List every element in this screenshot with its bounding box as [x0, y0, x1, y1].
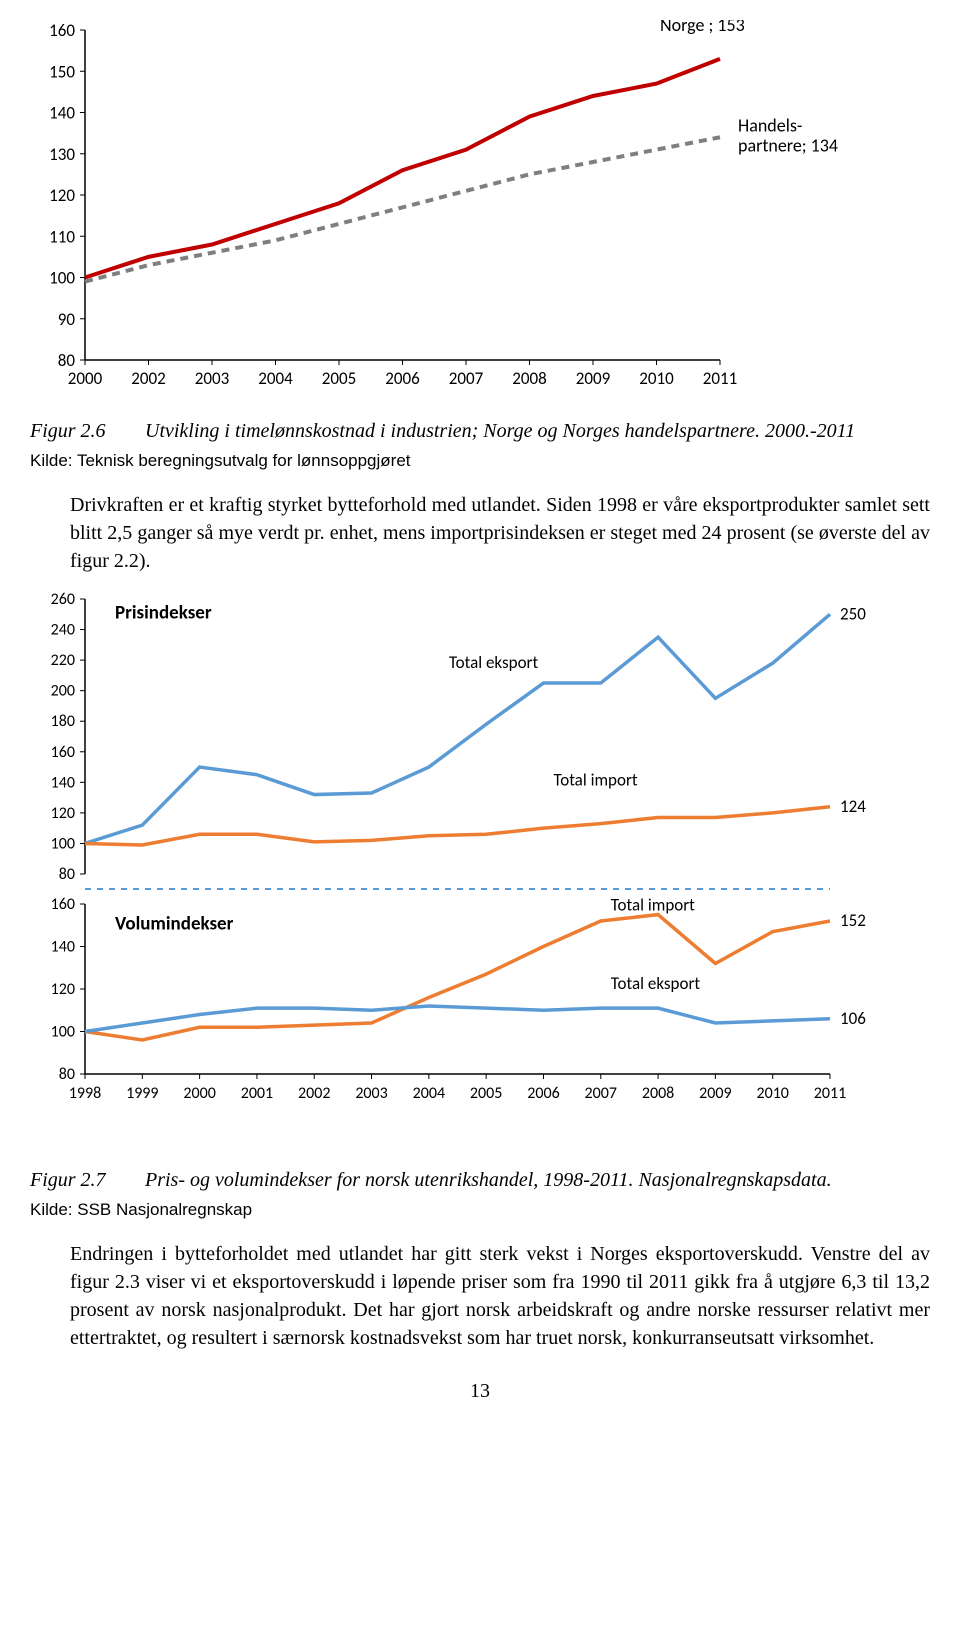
svg-text:100: 100 [49, 268, 75, 289]
svg-text:80: 80 [59, 1065, 75, 1084]
svg-text:2001: 2001 [241, 1084, 273, 1103]
svg-text:2002: 2002 [298, 1084, 330, 1103]
svg-text:2009: 2009 [699, 1084, 731, 1103]
svg-text:220: 220 [51, 651, 75, 670]
svg-text:Prisindekser: Prisindekser [115, 601, 212, 624]
paragraph-endringen: Endringen i bytteforholdet med utlandet … [70, 1240, 930, 1352]
svg-text:110: 110 [49, 226, 75, 247]
svg-text:2003: 2003 [355, 1084, 387, 1103]
svg-text:140: 140 [51, 938, 75, 957]
svg-text:1999: 1999 [126, 1084, 158, 1103]
svg-text:120: 120 [51, 980, 75, 999]
svg-text:150: 150 [49, 61, 75, 82]
figure-2-6-number: Figur 2.6 [30, 418, 140, 445]
svg-text:2004: 2004 [413, 1084, 445, 1103]
svg-text:160: 160 [51, 743, 75, 762]
svg-text:Total eksport: Total eksport [611, 973, 701, 994]
svg-text:200: 200 [51, 682, 75, 701]
figure-2-7-text: Pris- og volumindekser for norsk utenrik… [145, 1169, 832, 1191]
svg-text:2005: 2005 [470, 1084, 502, 1103]
svg-text:2000: 2000 [183, 1084, 215, 1103]
svg-text:2008: 2008 [642, 1084, 674, 1103]
svg-text:240: 240 [51, 621, 75, 640]
svg-text:2009: 2009 [576, 368, 611, 389]
svg-text:140: 140 [51, 773, 75, 792]
svg-text:2006: 2006 [527, 1084, 559, 1103]
figure-2-6-text: Utvikling i timelønnskostnad i industrie… [145, 420, 855, 442]
svg-text:Handels-: Handels- [738, 114, 802, 136]
svg-text:100: 100 [51, 834, 75, 853]
svg-text:2011: 2011 [703, 368, 737, 389]
figure-2-6-source: Kilde: Teknisk beregningsutvalg for lønn… [30, 451, 930, 471]
svg-text:2004: 2004 [258, 368, 293, 389]
svg-text:2002: 2002 [131, 368, 165, 389]
page-number: 13 [30, 1380, 930, 1403]
svg-text:Total eksport: Total eksport [449, 652, 539, 673]
figure-2-6-caption: Figur 2.6 Utvikling i timelønnskostnad i… [30, 418, 930, 445]
svg-text:Total import: Total import [611, 894, 695, 915]
chart-1-svg: 8090100110120130140150160200020022003200… [30, 20, 900, 400]
figure-2-7-number: Figur 2.7 [30, 1167, 140, 1194]
svg-text:2007: 2007 [449, 368, 484, 389]
svg-text:2010: 2010 [756, 1084, 788, 1103]
svg-text:120: 120 [49, 185, 75, 206]
svg-text:2011: 2011 [814, 1084, 846, 1103]
svg-text:2006: 2006 [385, 368, 420, 389]
svg-text:250: 250 [840, 603, 866, 624]
svg-text:2007: 2007 [585, 1084, 617, 1103]
svg-text:100: 100 [51, 1023, 75, 1042]
svg-text:2003: 2003 [195, 368, 229, 389]
svg-text:152: 152 [840, 910, 866, 931]
svg-text:260: 260 [51, 590, 75, 609]
svg-text:partnere; 134: partnere; 134 [738, 134, 838, 156]
svg-text:1998: 1998 [69, 1084, 101, 1103]
chart-2-price-volume: 80 100 120 140 160 180 200 220 240 260 Prisindekse… [30, 589, 930, 1149]
svg-text:130: 130 [49, 144, 75, 165]
svg-text:Volumindekser: Volumindekser [115, 913, 234, 936]
svg-text:Total import: Total import [553, 769, 637, 790]
svg-text:120: 120 [51, 804, 75, 823]
chart-2-svg: 80 100 120 140 160 180 200 220 240 260 Prisindekse… [30, 589, 900, 1149]
svg-text:140: 140 [49, 103, 75, 124]
paragraph-drivkraften: Drivkraften er et kraftig styrket byttef… [70, 491, 930, 575]
svg-text:160: 160 [49, 20, 75, 41]
svg-text:2010: 2010 [639, 368, 674, 389]
svg-text:2005: 2005 [322, 368, 356, 389]
svg-text:Norge ; 153: Norge ; 153 [660, 20, 745, 36]
figure-2-7-caption: Figur 2.7 Pris- og volumindekser for nor… [30, 1167, 930, 1194]
svg-text:124: 124 [840, 796, 866, 817]
svg-text:90: 90 [58, 309, 76, 330]
svg-text:2008: 2008 [512, 368, 546, 389]
chart-1-wage-cost: 8090100110120130140150160200020022003200… [30, 20, 930, 400]
svg-text:2000: 2000 [68, 368, 103, 389]
svg-text:106: 106 [840, 1008, 866, 1029]
svg-text:180: 180 [51, 712, 75, 731]
figure-2-7-source: Kilde: SSB Nasjonalregnskap [30, 1200, 930, 1220]
svg-text:80: 80 [59, 865, 75, 884]
svg-text:160: 160 [51, 895, 75, 914]
